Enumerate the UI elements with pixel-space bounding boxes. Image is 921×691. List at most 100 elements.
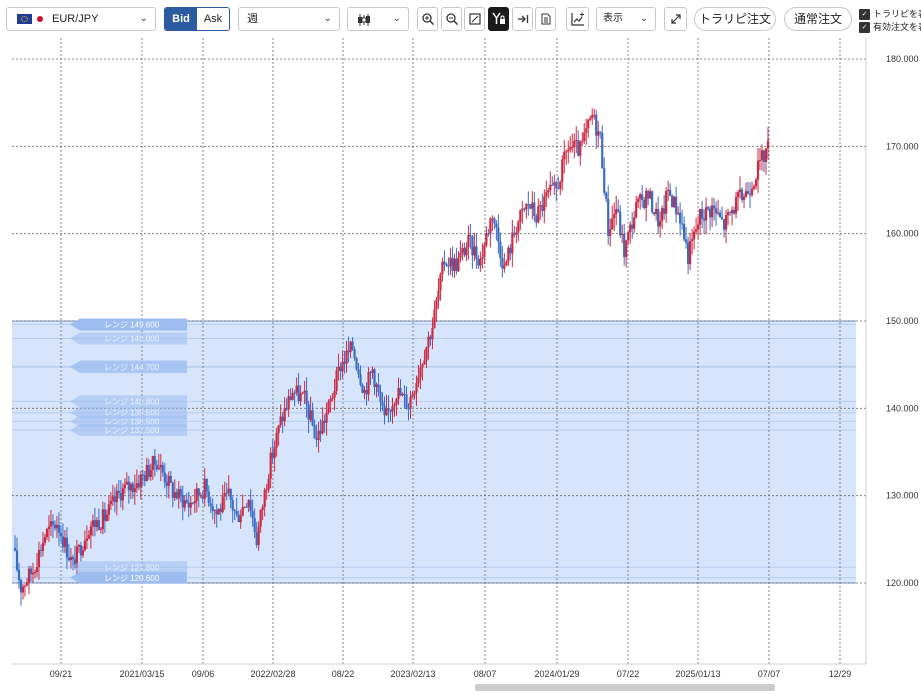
candle bbox=[457, 250, 460, 272]
y-axis-lock-button[interactable] bbox=[488, 7, 509, 31]
range-tag[interactable]: レンジ 120.600 bbox=[70, 571, 187, 584]
zoom-in-button[interactable] bbox=[417, 7, 438, 31]
candle bbox=[41, 531, 45, 557]
candle bbox=[245, 502, 248, 508]
candle bbox=[173, 479, 176, 501]
period-select[interactable]: 週 ⌄ bbox=[238, 7, 340, 31]
candle bbox=[517, 220, 520, 241]
candle bbox=[57, 512, 61, 547]
trail-order-button[interactable]: トラリピ注文 bbox=[694, 7, 776, 31]
candle bbox=[417, 364, 420, 388]
range-tag[interactable]: レンジ 148.000 bbox=[70, 332, 187, 345]
candle bbox=[81, 546, 85, 558]
candle bbox=[147, 458, 150, 480]
candle bbox=[301, 391, 304, 395]
candle bbox=[271, 439, 274, 465]
horizontal-scrollbar[interactable] bbox=[475, 684, 775, 691]
range-tag[interactable]: レンジ 140.800 bbox=[70, 395, 187, 408]
candle bbox=[295, 377, 298, 396]
candle bbox=[107, 495, 110, 521]
y-tick-label: 140.000 bbox=[886, 403, 919, 413]
display-select[interactable]: 表示 ⌄ bbox=[596, 7, 656, 31]
candle bbox=[397, 377, 400, 405]
candle bbox=[718, 209, 722, 219]
chart-add-icon bbox=[570, 12, 584, 26]
candle bbox=[379, 384, 382, 412]
candle bbox=[639, 192, 642, 210]
candle bbox=[657, 196, 660, 235]
candle bbox=[623, 223, 626, 266]
candle bbox=[113, 487, 116, 513]
candle bbox=[211, 498, 214, 520]
candle bbox=[289, 388, 292, 401]
indicator-button[interactable] bbox=[566, 7, 589, 31]
chevron-down-icon: ⌄ bbox=[323, 13, 332, 24]
show-trail-checkbox[interactable]: ✓トラリピを表 bbox=[859, 7, 921, 21]
x-tick-label: 07/07 bbox=[758, 669, 781, 679]
candle bbox=[61, 523, 65, 553]
x-tick-label: 2024/01/29 bbox=[534, 669, 579, 679]
candle bbox=[189, 495, 192, 516]
candle bbox=[267, 473, 270, 493]
candle bbox=[499, 232, 502, 267]
symbol-select[interactable]: EUR/JPY ⌄ bbox=[6, 7, 156, 31]
bid-button[interactable]: Bid bbox=[165, 8, 197, 30]
candle bbox=[115, 483, 118, 516]
x-tick-label: 2023/02/13 bbox=[390, 669, 435, 679]
show-orders-checkbox[interactable]: ✓有効注文を表 bbox=[859, 20, 921, 34]
range-tag[interactable]: レンジ 121.800 bbox=[70, 561, 187, 574]
candle bbox=[736, 190, 740, 211]
jump-latest-button[interactable] bbox=[512, 7, 533, 31]
chart-type-select[interactable]: ⌄ bbox=[347, 7, 409, 31]
candle bbox=[143, 470, 146, 487]
y-tick-label: 120.000 bbox=[886, 578, 919, 588]
candle bbox=[559, 180, 562, 196]
candle bbox=[125, 472, 128, 485]
candle bbox=[569, 136, 572, 153]
candle bbox=[609, 218, 612, 247]
candle bbox=[357, 363, 360, 379]
candle bbox=[111, 484, 114, 506]
candle bbox=[159, 453, 162, 482]
candle bbox=[293, 390, 296, 407]
candle bbox=[611, 205, 614, 230]
candle bbox=[513, 225, 516, 238]
candle bbox=[671, 193, 674, 208]
ask-button[interactable]: Ask bbox=[197, 8, 229, 30]
document-button[interactable] bbox=[535, 7, 556, 31]
fit-screen-button[interactable] bbox=[464, 7, 485, 31]
fullscreen-button[interactable] bbox=[664, 7, 687, 31]
candle bbox=[716, 199, 720, 216]
candle bbox=[129, 482, 132, 500]
candle bbox=[207, 485, 210, 507]
candle bbox=[475, 233, 478, 269]
candle bbox=[627, 231, 630, 246]
normal-order-button[interactable]: 通常注文 bbox=[784, 7, 852, 31]
grid-layer bbox=[12, 38, 866, 664]
candle bbox=[177, 481, 180, 509]
candle bbox=[746, 181, 750, 195]
candle bbox=[667, 180, 670, 202]
candle bbox=[279, 404, 282, 428]
candle bbox=[441, 257, 444, 282]
candle bbox=[489, 217, 492, 248]
candle bbox=[343, 350, 346, 374]
candle bbox=[181, 485, 184, 521]
range-layer bbox=[12, 320, 856, 584]
candle bbox=[702, 209, 706, 235]
range-tag[interactable]: レンジ 137.500 bbox=[70, 424, 187, 437]
candle bbox=[215, 504, 218, 528]
candle bbox=[285, 398, 288, 412]
candle bbox=[523, 207, 526, 213]
candle bbox=[337, 353, 340, 381]
zoom-out-button[interactable] bbox=[441, 7, 462, 31]
candle bbox=[603, 157, 606, 196]
range-tag[interactable]: レンジ 149.600 bbox=[70, 318, 187, 331]
candle bbox=[331, 393, 334, 402]
candle bbox=[706, 206, 710, 212]
candle bbox=[663, 195, 666, 220]
candle bbox=[545, 180, 548, 208]
candle bbox=[385, 394, 388, 416]
range-tag[interactable]: レンジ 144.700 bbox=[70, 361, 187, 374]
